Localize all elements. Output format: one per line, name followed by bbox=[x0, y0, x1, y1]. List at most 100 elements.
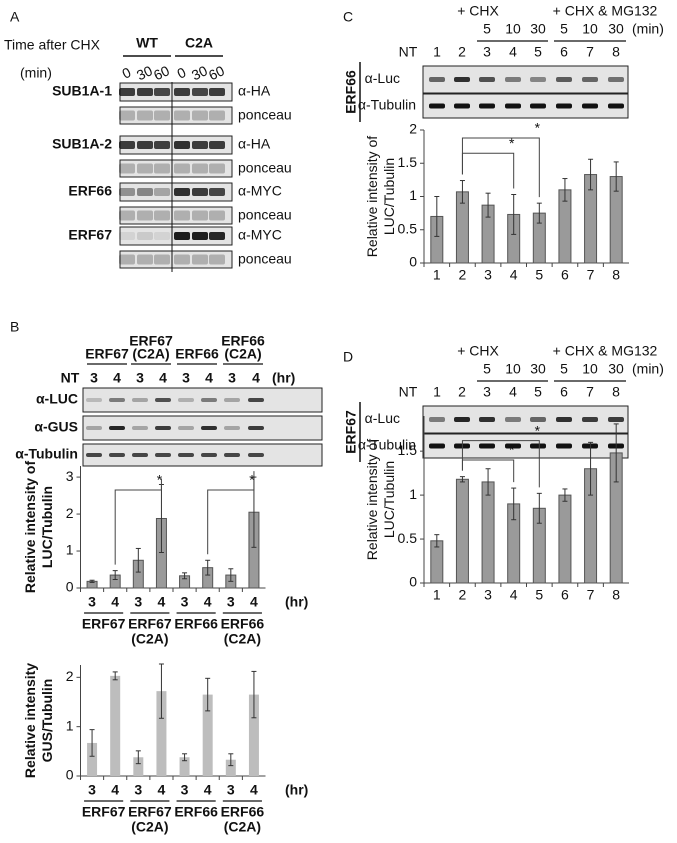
x-tick-label: 4 bbox=[111, 782, 119, 798]
bar bbox=[248, 694, 259, 776]
band bbox=[137, 232, 153, 240]
y-axis-label: GUS/Tubulin bbox=[39, 679, 55, 763]
band bbox=[154, 188, 170, 196]
group-label: ERF67 bbox=[85, 346, 129, 362]
band bbox=[530, 103, 546, 109]
group-label: ERF67 bbox=[129, 333, 173, 349]
loading: ponceau bbox=[238, 160, 292, 176]
x-tick-label: 1 bbox=[433, 587, 441, 603]
time: 30 bbox=[530, 21, 546, 37]
band bbox=[429, 443, 445, 449]
x-tick-label: 1 bbox=[433, 267, 441, 283]
band bbox=[209, 210, 225, 221]
band bbox=[119, 110, 135, 121]
band bbox=[429, 103, 445, 109]
bar bbox=[87, 742, 98, 776]
band bbox=[429, 417, 445, 422]
x-tick-label: 4 bbox=[204, 782, 212, 798]
loading: ponceau bbox=[238, 207, 292, 223]
lane: 5 bbox=[534, 384, 542, 400]
genotype: C2A bbox=[185, 35, 213, 51]
band bbox=[209, 163, 225, 174]
band bbox=[86, 398, 102, 402]
unit: (hr) bbox=[272, 370, 295, 386]
band bbox=[479, 417, 495, 422]
band bbox=[154, 210, 170, 221]
lane: 6 bbox=[560, 44, 568, 60]
band bbox=[174, 210, 190, 221]
significance-label: * bbox=[535, 120, 541, 136]
y-tick-label: 0 bbox=[66, 579, 74, 595]
y-tick-label: 0.5 bbox=[398, 220, 418, 236]
time: 5 bbox=[560, 21, 568, 37]
significance-label: * bbox=[249, 472, 255, 488]
lane: 3 bbox=[228, 370, 236, 386]
x-tick-label: 2 bbox=[459, 587, 467, 603]
antibody: α-GUS bbox=[34, 419, 78, 435]
band bbox=[209, 254, 225, 265]
treatment: + CHX & MG132 bbox=[553, 343, 658, 359]
lane: NT bbox=[399, 44, 418, 60]
band bbox=[109, 426, 125, 430]
time: 10 bbox=[582, 21, 598, 37]
significance-label: * bbox=[157, 472, 163, 488]
band bbox=[454, 103, 470, 109]
panel-letter: B bbox=[10, 319, 19, 335]
bar bbox=[202, 694, 213, 776]
panel-letter: A bbox=[10, 9, 20, 25]
protein: ERF67 bbox=[343, 410, 359, 454]
lane: 4 bbox=[509, 44, 517, 60]
band bbox=[201, 453, 217, 457]
blot bbox=[119, 250, 233, 269]
band bbox=[505, 77, 521, 82]
band bbox=[608, 417, 624, 422]
time: 0 bbox=[120, 64, 134, 82]
band bbox=[109, 398, 125, 402]
x-tick-label: 3 bbox=[88, 782, 96, 798]
x-tick-label: 4 bbox=[510, 587, 518, 603]
group-label: (C2A) bbox=[224, 346, 261, 362]
panel-letter: C bbox=[343, 9, 353, 25]
treatment: + CHX & MG132 bbox=[553, 3, 658, 19]
band bbox=[154, 110, 170, 121]
lane: 5 bbox=[534, 44, 542, 60]
band bbox=[209, 88, 225, 96]
band bbox=[192, 163, 208, 174]
band bbox=[178, 426, 194, 430]
genotype: WT bbox=[136, 35, 158, 51]
significance-label: * bbox=[509, 135, 515, 151]
x-tick-label: 3 bbox=[181, 594, 189, 610]
band bbox=[192, 141, 208, 149]
group-label: (C2A) bbox=[131, 631, 168, 647]
band bbox=[174, 110, 190, 121]
band bbox=[137, 254, 153, 265]
group-label: ERF66 bbox=[221, 333, 265, 349]
loading: ponceau bbox=[238, 107, 292, 123]
band bbox=[154, 141, 170, 149]
antibody: α-MYC bbox=[238, 227, 282, 243]
time: 5 bbox=[483, 361, 491, 377]
lane: 8 bbox=[612, 44, 620, 60]
y-axis-label: Relative intensity bbox=[22, 663, 38, 778]
x-tick-label: 2 bbox=[459, 267, 467, 283]
antibody: α-Luc bbox=[365, 70, 400, 86]
x-tick-label: 3 bbox=[181, 782, 189, 798]
significance-bracket bbox=[461, 152, 515, 189]
band bbox=[174, 188, 190, 196]
band bbox=[582, 443, 598, 449]
blot bbox=[119, 206, 233, 225]
bar bbox=[133, 757, 144, 776]
band bbox=[479, 77, 495, 82]
band bbox=[119, 88, 135, 96]
antibody: α-Tubulin bbox=[358, 437, 416, 453]
significance-label: * bbox=[535, 422, 541, 438]
x-tick-label: 7 bbox=[587, 267, 595, 283]
band bbox=[178, 398, 194, 402]
x-tick-label: 3 bbox=[88, 594, 96, 610]
group-label: (C2A) bbox=[132, 346, 169, 362]
band bbox=[479, 443, 495, 449]
band bbox=[505, 443, 521, 449]
y-tick-label: 2 bbox=[66, 505, 74, 521]
lane: 4 bbox=[509, 384, 517, 400]
